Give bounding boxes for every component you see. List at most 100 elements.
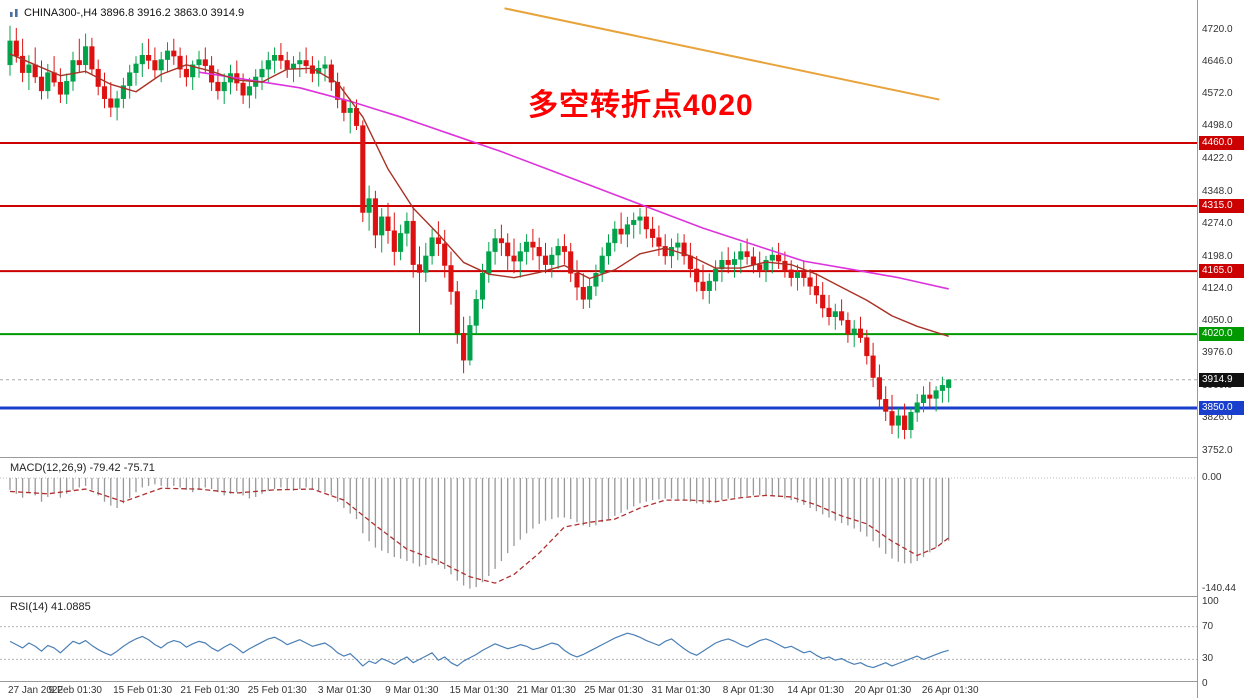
candle-body <box>706 280 712 291</box>
candle-body <box>549 254 555 265</box>
price-badge: 4315.0 <box>1199 198 1244 213</box>
candle-body <box>668 246 675 257</box>
candle-body <box>801 272 807 278</box>
candle-body <box>13 40 19 57</box>
candle-body <box>322 64 328 69</box>
candle-body <box>454 291 460 334</box>
time-tick: 15 Mar 01:30 <box>449 685 509 696</box>
candle-body <box>851 328 857 335</box>
candle-body <box>492 238 498 252</box>
candle-body <box>933 390 939 399</box>
candle-body <box>832 311 838 317</box>
candle-body <box>398 233 404 252</box>
candle-body <box>681 242 687 257</box>
candle-body <box>587 286 593 300</box>
time-tick: 8 Apr 01:30 <box>722 685 774 696</box>
candle-body <box>486 251 492 274</box>
candle-body <box>618 228 624 235</box>
candle-body <box>927 394 933 399</box>
candle-body <box>738 251 744 260</box>
candle-body <box>158 59 164 71</box>
candle-body <box>57 81 63 95</box>
price-tick: 4124.0 <box>1202 282 1233 294</box>
candle-body <box>221 81 227 92</box>
candle-body <box>902 415 908 430</box>
candle-body <box>303 60 309 66</box>
candle-body <box>379 216 385 236</box>
candle-body <box>372 198 378 236</box>
candle-body <box>763 260 769 271</box>
candle-body <box>265 60 271 70</box>
candle-body <box>360 125 366 213</box>
candle-body <box>341 99 347 113</box>
candle-body <box>139 55 145 65</box>
price-tick: 4720.0 <box>1202 24 1233 36</box>
candle-body <box>687 255 693 270</box>
candle-body <box>870 355 876 378</box>
panel-separator-macd[interactable] <box>0 457 1244 458</box>
candle-body <box>675 242 681 248</box>
price-tick: 4198.0 <box>1202 250 1233 262</box>
time-axis[interactable]: 27 Jan 2022 9 Feb 01:30 15 Feb 01:30 21 Feb… <box>0 681 1244 698</box>
candle-body <box>914 402 920 413</box>
candle-body <box>20 55 26 73</box>
price-tick: 3976.0 <box>1202 347 1233 359</box>
macd-signal-line <box>9 487 950 584</box>
candle-body <box>32 64 38 78</box>
candle-body <box>246 86 252 96</box>
candle-body <box>127 72 133 86</box>
price-badge: 3914.9 <box>1199 372 1244 387</box>
candle-body <box>45 72 51 92</box>
candle-body <box>26 64 32 73</box>
candle-body <box>864 337 870 357</box>
candle-body <box>177 55 183 70</box>
candle-body <box>561 246 567 252</box>
candle-body <box>391 230 397 252</box>
fast-ma-line <box>9 53 949 337</box>
chart-icon <box>10 9 18 17</box>
candle-body <box>826 307 832 317</box>
candle-body <box>64 81 70 95</box>
price-badge: 4460.0 <box>1199 135 1244 150</box>
annotation-text[interactable]: 多空转折点4020 <box>528 89 754 122</box>
candle-body <box>889 411 895 426</box>
candle-body <box>505 242 511 257</box>
candle-body <box>542 255 549 265</box>
candle-body <box>593 273 599 287</box>
candle-body <box>101 86 108 99</box>
candle-body <box>605 242 612 257</box>
candle-body <box>536 246 542 257</box>
candle-body <box>410 220 416 265</box>
macd-label: MACD(12,26,9) -79.42 -75.71 <box>10 462 155 474</box>
candle-body <box>183 68 189 78</box>
price-axis[interactable]: 4720.0 4646.0 4572.0 4498.0 4422.0 4348.0 4274… <box>1197 0 1244 698</box>
candle-body <box>883 399 889 412</box>
price-tick: 3752.0 <box>1202 444 1233 456</box>
candle-body <box>498 238 504 244</box>
candle-body <box>624 224 630 235</box>
candle-body <box>108 98 114 108</box>
macd-scale-tick: 0.00 <box>1202 472 1222 483</box>
candle-body <box>473 299 479 326</box>
candle-body <box>524 241 530 252</box>
price-badge: 4020.0 <box>1199 327 1244 342</box>
time-tick: 31 Mar 01:30 <box>651 685 711 696</box>
candle-body <box>713 268 719 282</box>
price-tick: 4646.0 <box>1202 56 1233 68</box>
candle-body <box>694 268 700 283</box>
price-tick: 3826.0 <box>1202 412 1233 424</box>
candle-body <box>146 55 152 61</box>
time-tick: 25 Feb 01:30 <box>247 685 307 696</box>
candle-body <box>876 377 882 400</box>
time-tick: 21 Feb 01:30 <box>180 685 240 696</box>
candle-body <box>920 394 927 403</box>
candle-body <box>416 264 423 273</box>
chart-plot-area[interactable] <box>0 0 1197 681</box>
candle-body <box>908 412 914 430</box>
macd-scale-tick: -140.44 <box>1202 583 1236 594</box>
panel-separator-rsi[interactable] <box>0 596 1244 597</box>
candle-body <box>366 198 372 213</box>
candle-body <box>461 332 467 361</box>
trendline[interactable] <box>504 7 940 101</box>
candle-body <box>429 237 435 257</box>
